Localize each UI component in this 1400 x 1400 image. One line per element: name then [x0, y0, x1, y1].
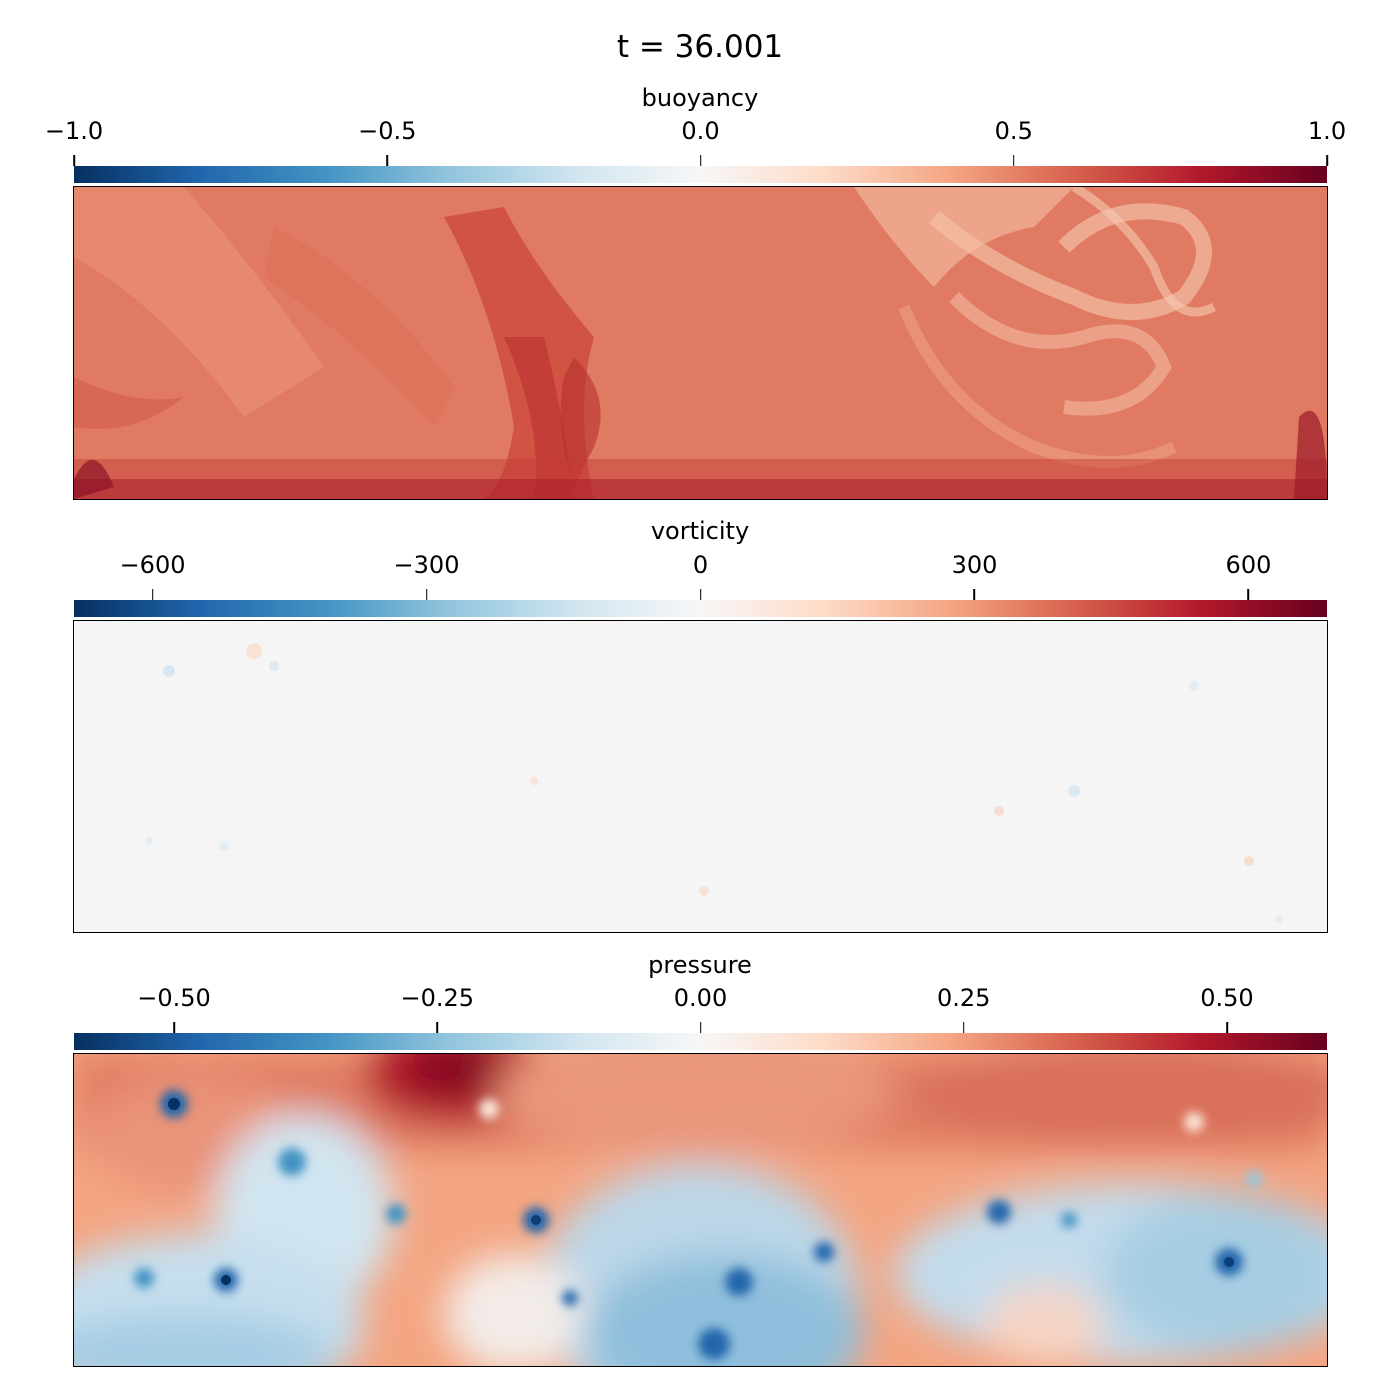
vorticity-tick-mark [425, 589, 428, 600]
vorticity-tick-mark [1247, 589, 1250, 600]
vorticity-heatmap [73, 620, 1328, 933]
pressure-tick-label: 0.50 [1200, 984, 1254, 1012]
vorticity-tick-mark [151, 589, 154, 600]
figure-title: t = 36.001 [616, 29, 784, 65]
vorticity-tick-label: −300 [393, 551, 460, 579]
pressure-tick-label: −0.50 [137, 984, 211, 1012]
buoyancy-colorbar [74, 166, 1327, 183]
buoyancy-tick-mark [1012, 155, 1015, 166]
pressure-tick-mark [962, 1022, 965, 1033]
pressure-colorbar-label: pressure [648, 951, 752, 979]
buoyancy-tick-label: 0.5 [994, 117, 1033, 145]
pressure-tick-label: 0.00 [673, 984, 728, 1012]
buoyancy-tick-mark [386, 155, 389, 166]
vorticity-tick-label: 600 [1225, 551, 1272, 579]
pressure-tick-mark [699, 1022, 702, 1033]
buoyancy-tick-mark [73, 155, 75, 166]
pressure-tick-mark [1226, 1022, 1228, 1033]
buoyancy-heatmap [73, 186, 1328, 500]
vorticity-tick-mark [699, 589, 702, 600]
buoyancy-tick-label: 1.0 [1307, 117, 1347, 145]
buoyancy-colorbar-label: buoyancy [641, 84, 759, 112]
buoyancy-tick-mark [699, 155, 702, 166]
buoyancy-tick-mark [1326, 155, 1328, 166]
pressure-tick-label: 0.25 [937, 984, 991, 1012]
buoyancy-tick-label: 0.0 [681, 117, 720, 145]
pressure-tick-mark [436, 1022, 439, 1033]
vorticity-tick-label: 0 [692, 551, 709, 579]
pressure-tick-mark [173, 1022, 175, 1033]
buoyancy-tick-label: −0.5 [358, 117, 417, 145]
pressure-colorbar [74, 1033, 1327, 1050]
vorticity-tick-label: 300 [951, 551, 998, 579]
buoyancy-tick-label: −1.0 [44, 117, 104, 145]
pressure-tick-label: −0.25 [400, 984, 475, 1012]
vorticity-colorbar [74, 600, 1327, 617]
vorticity-tick-label: −600 [119, 551, 186, 579]
vorticity-tick-mark [973, 589, 976, 600]
vorticity-colorbar-label: vorticity [650, 517, 750, 545]
pressure-heatmap [73, 1053, 1328, 1367]
